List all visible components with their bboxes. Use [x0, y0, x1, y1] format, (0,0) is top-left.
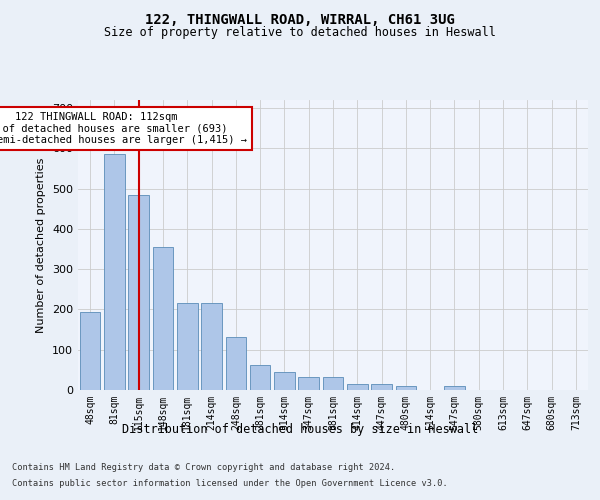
- Bar: [323, 377, 343, 390]
- Bar: [250, 364, 271, 390]
- Text: Contains public sector information licensed under the Open Government Licence v3: Contains public sector information licen…: [12, 479, 448, 488]
- Bar: [201, 304, 222, 390]
- Bar: [128, 194, 149, 390]
- Bar: [444, 386, 465, 390]
- Bar: [80, 312, 100, 390]
- Text: 122 THINGWALL ROAD: 112sqm
← 33% of detached houses are smaller (693)
67% of sem: 122 THINGWALL ROAD: 112sqm ← 33% of deta…: [0, 112, 247, 146]
- Bar: [152, 247, 173, 390]
- Bar: [298, 377, 319, 390]
- Bar: [104, 154, 125, 390]
- Bar: [347, 384, 368, 390]
- Bar: [177, 304, 197, 390]
- Bar: [226, 337, 246, 390]
- Text: Distribution of detached houses by size in Heswall: Distribution of detached houses by size …: [122, 422, 478, 436]
- Text: 122, THINGWALL ROAD, WIRRAL, CH61 3UG: 122, THINGWALL ROAD, WIRRAL, CH61 3UG: [145, 12, 455, 26]
- Text: Size of property relative to detached houses in Heswall: Size of property relative to detached ho…: [104, 26, 496, 39]
- Bar: [274, 372, 295, 390]
- Text: Contains HM Land Registry data © Crown copyright and database right 2024.: Contains HM Land Registry data © Crown c…: [12, 462, 395, 471]
- Bar: [371, 384, 392, 390]
- Y-axis label: Number of detached properties: Number of detached properties: [37, 158, 46, 332]
- Bar: [395, 386, 416, 390]
